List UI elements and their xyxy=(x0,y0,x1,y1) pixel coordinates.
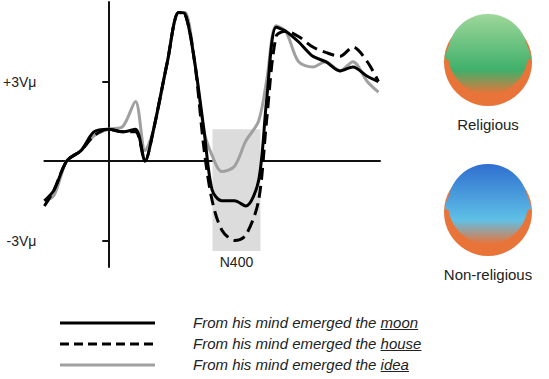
html-text:From his mind emerged the moon: From his mind emerged the moon xyxy=(193,314,419,331)
svg-text:N400: N400 xyxy=(220,254,254,270)
html-text:From his mind emerged the idea: From his mind emerged the idea xyxy=(193,356,409,373)
svg-text:+3Vμ: +3Vμ xyxy=(3,74,36,90)
svg-text:Religious: Religious xyxy=(457,116,519,133)
html-text:From his mind emerged the hous: From his mind emerged the house xyxy=(193,335,422,352)
svg-text:Non-religious: Non-religious xyxy=(444,266,532,283)
svg-text:-3Vμ: -3Vμ xyxy=(7,233,37,249)
